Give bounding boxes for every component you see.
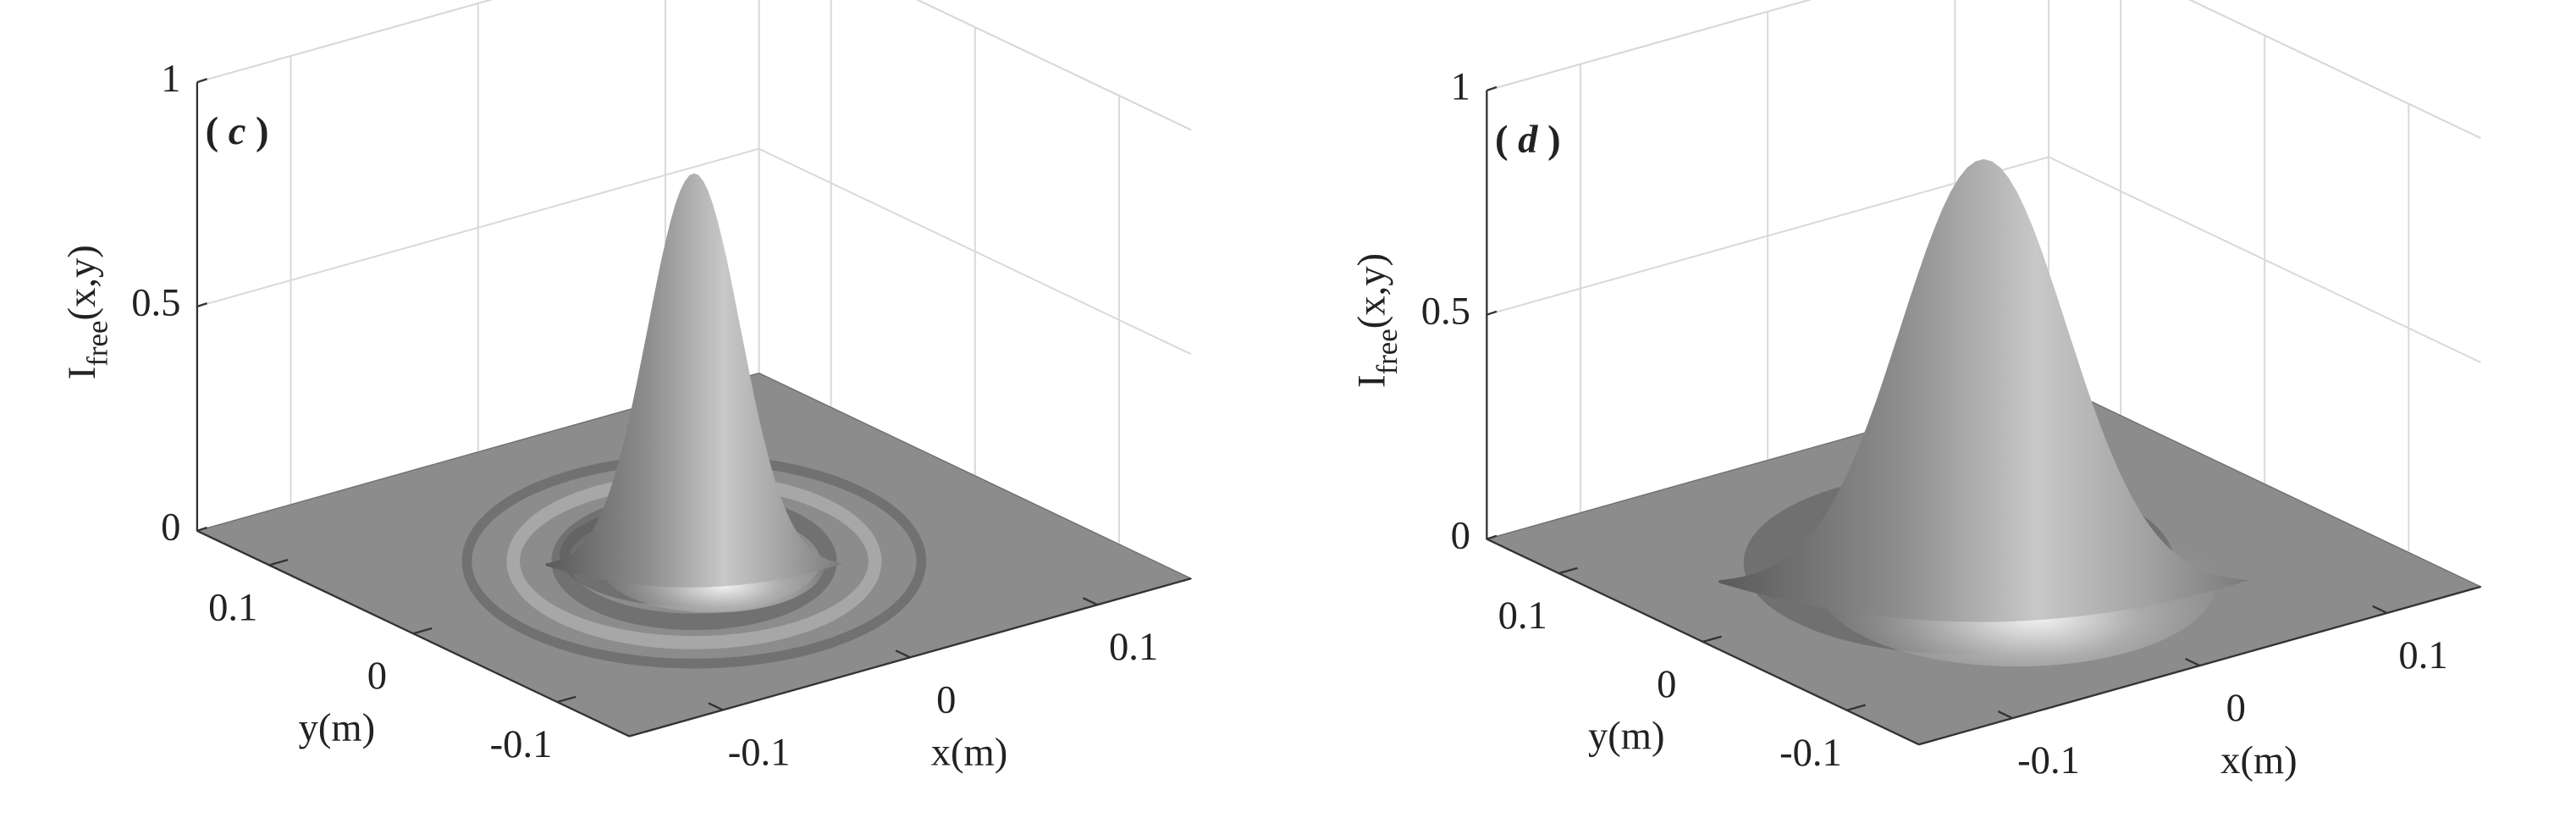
panel-paren: ) [245,110,268,153]
x-tick-label: 0 [2226,687,2246,730]
panel: 00.51-0.100.1-0.100.1x(m)y(m)Ifree(x,y)(… [61,0,1193,774]
z-label-rest: (x,y) [61,245,104,320]
tick-mark [1558,567,1578,575]
x-tick-label: 0 [936,678,956,721]
z-label-sub: free [1371,329,1404,374]
panel-letter: d [1518,119,1538,162]
y-tick-label: 0.1 [208,586,257,629]
z-label-main: I [1350,374,1393,388]
z-tick-label: 0.5 [131,282,180,325]
y-tick-label: 0 [1657,663,1676,706]
surface-peak [545,173,843,588]
x-tick-label: 0.1 [1109,626,1158,669]
y-tick-label: -0.1 [1779,732,1842,775]
z-tick-label: 0 [161,506,180,550]
y-tick-label: 0 [367,655,387,698]
x-axis-label: x(m) [931,731,1008,774]
panel-label: ( d ) [1495,119,1561,162]
panel-label: ( c ) [206,110,269,153]
y-tick-label: -0.1 [490,723,553,766]
surface-peak [1718,158,2249,622]
tick-mark [895,649,911,659]
tick-mark [196,526,207,533]
z-tick-label: 0 [1451,514,1470,557]
tick-mark [708,702,724,711]
x-tick-label: -0.1 [2017,739,2080,782]
tick-mark [2372,605,2388,614]
tick-mark [1702,635,1722,644]
tick-mark [1846,704,1867,711]
z-tick-label: 1 [1451,65,1470,108]
y-axis-label: y(m) [1588,715,1665,758]
panel: 00.51-0.100.1-0.100.1x(m)y(m)Ifree(x,y)(… [1350,0,2483,782]
x-tick-label: 0.1 [2398,634,2447,677]
z-tick-label: 1 [161,58,180,101]
panel-paren: ) [1537,119,1560,162]
grid-line [916,0,1192,131]
tick-mark [196,78,207,84]
tick-mark [412,627,433,635]
tick-mark [1486,86,1498,91]
x-axis-label: x(m) [2220,739,2297,782]
tick-mark [556,695,576,704]
tick-mark [196,302,207,308]
z-axis-label: Ifree(x,y) [1350,253,1404,388]
y-axis-label: y(m) [299,706,376,749]
x-tick-label: -0.1 [728,731,791,774]
grid-line [196,0,494,84]
grid-line [2188,0,2481,139]
tick-mark [1486,310,1498,316]
tick-mark [1486,534,1498,540]
tick-mark [2185,657,2201,667]
tick-mark [1997,710,2013,720]
z-label-main: I [61,367,104,380]
panel-paren: ( [1495,119,1518,162]
z-tick-label: 0.5 [1421,290,1470,333]
z-axis-label: Ifree(x,y) [61,245,114,379]
panel-paren: ( [206,110,229,153]
z-label-sub: free [80,321,113,367]
y-tick-label: 0.1 [1498,594,1547,638]
z-label-rest: (x,y) [1350,253,1393,329]
tick-mark [268,559,289,567]
tick-mark [1082,597,1098,606]
panel-letter: c [229,110,246,153]
grid-line [1487,0,1812,91]
